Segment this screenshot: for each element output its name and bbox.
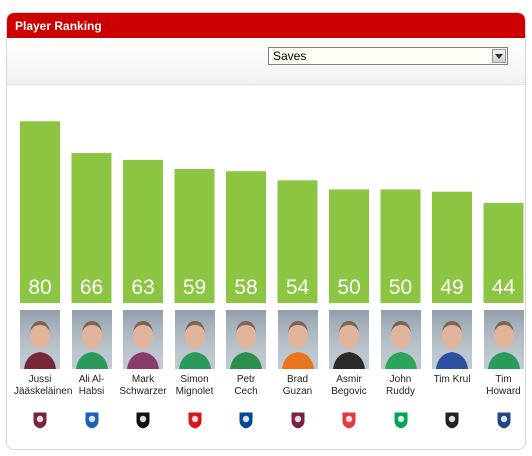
player-name-block: Asmir Begovic: [323, 374, 375, 398]
player-name-block: Brad Guzan: [272, 374, 324, 398]
filter-toolbar: Saves: [7, 38, 525, 85]
player-name[interactable]: John: [389, 374, 412, 385]
bar-value-label: 54: [286, 276, 310, 299]
player-photo[interactable]: [20, 310, 60, 369]
bar-value-label: 50: [389, 276, 412, 299]
player-name[interactable]: Guzan: [282, 386, 313, 397]
chevron-down-icon[interactable]: [492, 49, 506, 63]
bar-value-label: 50: [337, 276, 360, 299]
player-photo[interactable]: [483, 310, 524, 369]
bar-8[interactable]: [380, 189, 421, 303]
player-name-block: Tim Howard: [478, 374, 530, 398]
player-name-block: John Ruddy: [375, 374, 427, 398]
player-name[interactable]: Habsi: [78, 386, 105, 397]
player-name[interactable]: Schwarzer: [119, 386, 167, 397]
everton-crest-icon[interactable]: [494, 410, 514, 430]
player-photo[interactable]: [71, 310, 112, 369]
player-name[interactable]: Tim Krul: [433, 374, 471, 385]
player-name-block: Mark Schwarzer: [117, 374, 169, 398]
bar-value-label: 80: [28, 276, 51, 299]
player-photo[interactable]: [277, 310, 318, 369]
metric-select[interactable]: Saves: [268, 47, 508, 65]
player-name[interactable]: Tim: [495, 374, 512, 385]
player-name[interactable]: Simon: [180, 374, 209, 385]
player-name-block: Tim Krul: [426, 374, 478, 386]
widget-header: Player Ranking: [7, 13, 525, 38]
bar-2[interactable]: [71, 153, 112, 303]
bar-value-label: 58: [234, 276, 257, 299]
player-photo[interactable]: [380, 310, 421, 369]
player-name[interactable]: Brad: [286, 374, 309, 385]
player-photo[interactable]: [432, 310, 472, 369]
wigan-crest-icon[interactable]: [82, 410, 102, 430]
norwich-crest-icon[interactable]: [391, 410, 411, 430]
player-name-block: Petr Cech: [220, 374, 272, 398]
bar-6[interactable]: [277, 180, 318, 303]
bar-value-label: 49: [440, 276, 463, 299]
stoke-crest-icon[interactable]: [339, 410, 359, 430]
player-name[interactable]: Petr: [236, 374, 256, 385]
player-name[interactable]: Asmir: [336, 374, 362, 385]
player-name[interactable]: Mark: [131, 374, 155, 385]
sunderland-crest-icon[interactable]: [185, 410, 205, 430]
player-name[interactable]: Begovic: [331, 386, 367, 397]
player-photo[interactable]: [329, 310, 369, 369]
player-name[interactable]: Jussi: [28, 374, 52, 385]
player-name[interactable]: Ruddy: [386, 386, 415, 397]
widget-title: Player Ranking: [15, 18, 102, 33]
metric-select-value: Saves: [273, 49, 307, 63]
bar-value-label: 44: [492, 276, 516, 299]
player-name-block: Ali Al- Habsi: [66, 374, 118, 398]
bar-4[interactable]: [174, 168, 215, 303]
player-photo[interactable]: [123, 310, 163, 369]
fulham-crest-icon[interactable]: [133, 410, 153, 430]
player-name[interactable]: Ali Al-: [78, 374, 105, 385]
bar-9[interactable]: [432, 191, 472, 303]
bar-1[interactable]: [20, 121, 60, 304]
aston-villa-crest-icon[interactable]: [288, 410, 308, 430]
player-name[interactable]: Mignolet: [175, 386, 214, 397]
west-ham-crest-icon[interactable]: [30, 410, 50, 430]
chelsea-crest-icon[interactable]: [236, 410, 256, 430]
player-photo[interactable]: [226, 310, 266, 369]
bar-5[interactable]: [226, 171, 266, 303]
player-name[interactable]: Jääskeläinen: [14, 386, 73, 397]
newcastle-crest-icon[interactable]: [442, 410, 462, 430]
player-name-block: Jussi Jääskeläinen: [14, 374, 73, 398]
player-photo[interactable]: [174, 310, 215, 369]
bar-3[interactable]: [123, 159, 163, 303]
player-name[interactable]: Howard: [486, 386, 521, 397]
bar-value-label: 59: [183, 276, 206, 299]
bar-value-label: 66: [80, 276, 103, 299]
player-name-block: Simon Mignolet: [169, 374, 221, 398]
player-name[interactable]: Cech: [234, 386, 258, 397]
bar-value-label: 63: [131, 276, 154, 299]
bar-10[interactable]: [483, 203, 524, 303]
bar-7[interactable]: [329, 189, 369, 303]
